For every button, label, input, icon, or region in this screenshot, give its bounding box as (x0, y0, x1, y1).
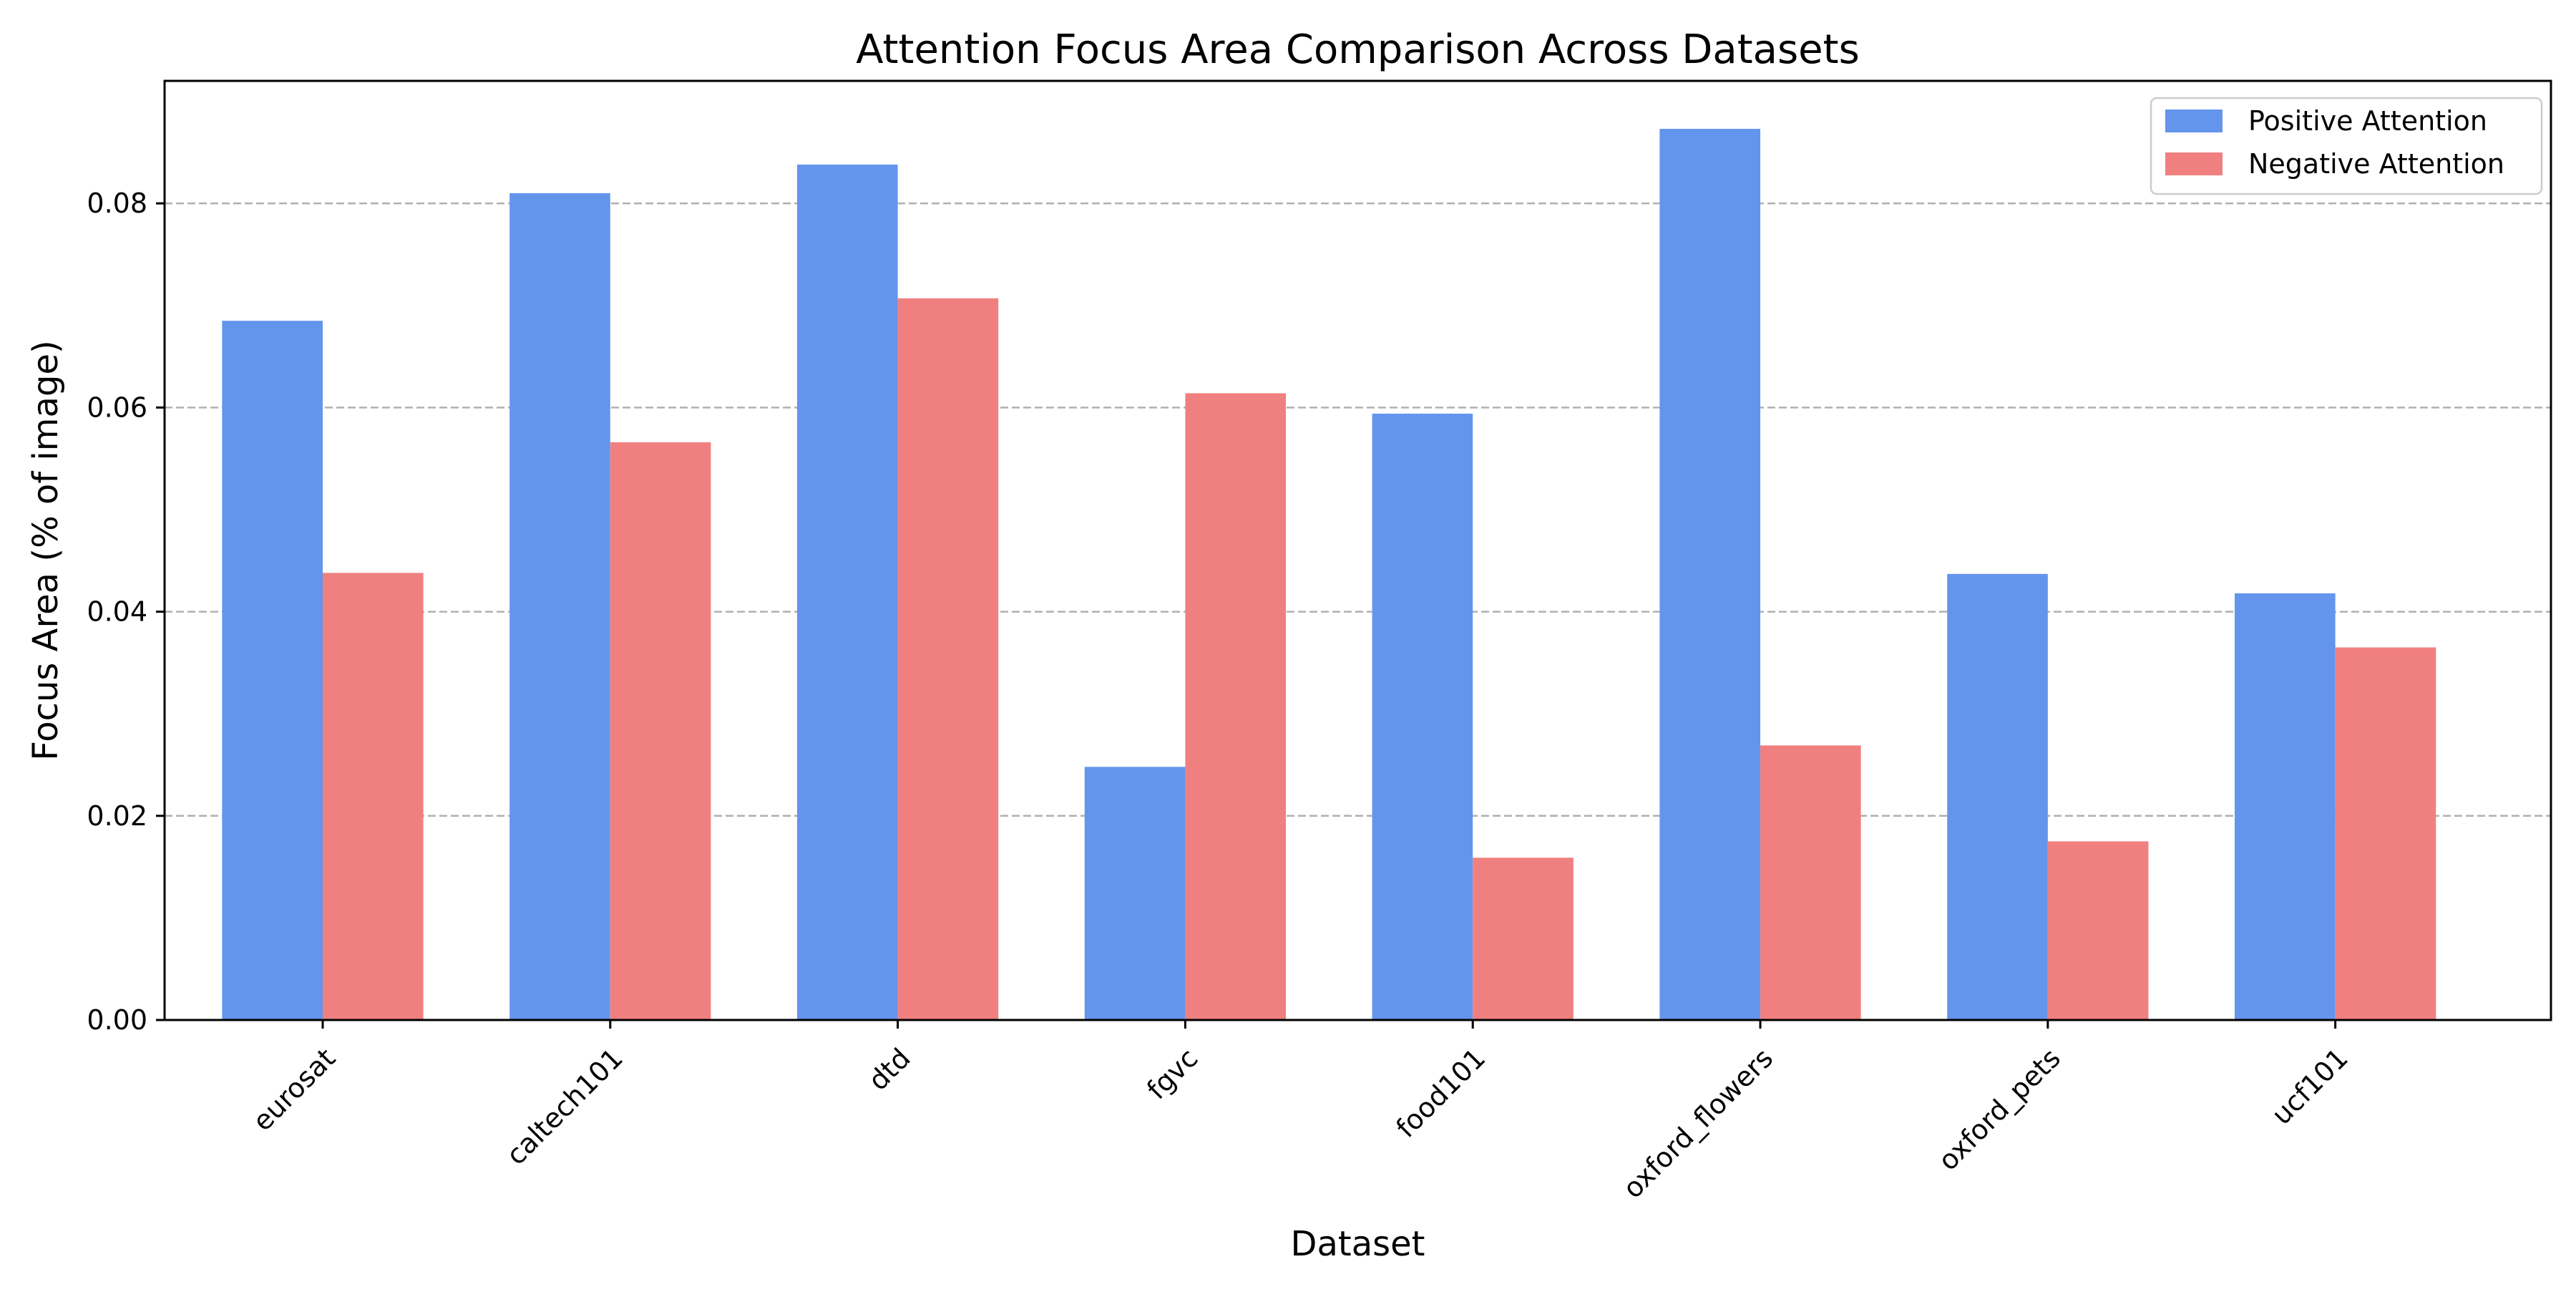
legend-frame (2150, 97, 2543, 195)
bar-positive-eurosat (222, 321, 323, 1020)
bar-positive-ucf101 (2235, 593, 2336, 1020)
bar-negative-oxford-flowers (1760, 745, 1861, 1020)
y-tick-label: 0.02 (87, 800, 147, 832)
bar-negative-dtd (897, 298, 999, 1020)
bar-negative-caltech101 (610, 442, 711, 1020)
bar-positive-oxford-flowers (1659, 129, 1761, 1020)
y-axis-label: Focus Area (% of image) (26, 340, 66, 760)
legend: Positive Attention Negative Attention (2150, 97, 2543, 195)
bars (222, 129, 2436, 1021)
y-tick-label: 0.04 (87, 596, 147, 628)
y-tick-label: 0.00 (87, 1004, 147, 1036)
bar-negative-ucf101 (2335, 647, 2436, 1020)
legend-swatch (2165, 152, 2223, 175)
bar-positive-dtd (796, 164, 898, 1021)
bar-negative-food101 (1473, 858, 1574, 1020)
grid-lines (165, 202, 2551, 817)
x-axis-label: Dataset (1291, 1224, 1425, 1264)
legend-swatch (2165, 110, 2223, 132)
y-axis-ticks: 0.00 0.02 0.04 0.06 0.08 (87, 188, 165, 1036)
axes-frame (163, 79, 2552, 1021)
legend-label: Negative Attention (2248, 148, 2504, 180)
y-tick-label: 0.08 (87, 188, 147, 219)
bar-positive-fgvc (1084, 767, 1186, 1020)
bar-positive-oxford-pets (1947, 573, 2048, 1020)
y-tick-label: 0.06 (87, 392, 147, 423)
bar-negative-eurosat (322, 573, 424, 1020)
bar-negative-oxford-pets (2047, 841, 2149, 1020)
chart-title: Attention Focus Area Comparison Across D… (856, 26, 1860, 73)
bar-positive-caltech101 (509, 193, 610, 1020)
legend-label: Positive Attention (2248, 105, 2487, 137)
bar-positive-food101 (1372, 413, 1473, 1020)
bar-negative-fgvc (1185, 393, 1287, 1020)
